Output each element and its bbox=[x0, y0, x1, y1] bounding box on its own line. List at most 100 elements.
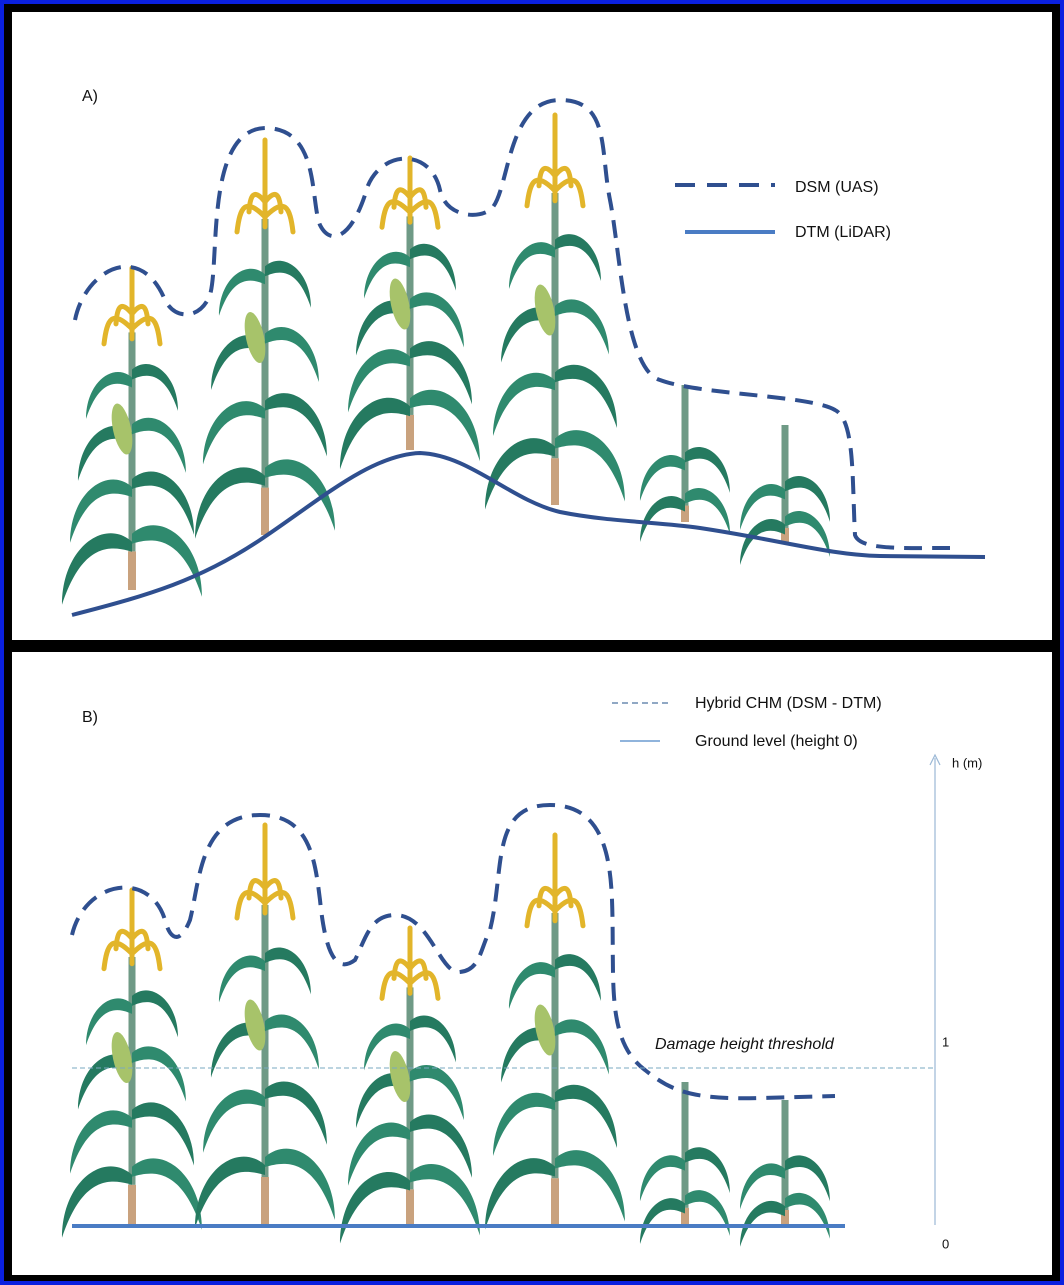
leaf bbox=[78, 425, 132, 481]
plants bbox=[62, 112, 830, 1247]
leaf bbox=[265, 459, 335, 531]
leaf bbox=[86, 998, 132, 1046]
stalk-base bbox=[128, 551, 136, 590]
leaf bbox=[740, 483, 785, 530]
stalk-base bbox=[261, 487, 269, 535]
leaf bbox=[211, 334, 265, 391]
leaf bbox=[555, 234, 601, 281]
legend-text: Ground level (height 0) bbox=[695, 733, 858, 750]
leaf bbox=[740, 1200, 785, 1247]
leaf bbox=[555, 430, 625, 502]
leaf bbox=[203, 401, 265, 465]
leaf bbox=[340, 397, 410, 470]
leaf bbox=[132, 525, 202, 597]
leaf bbox=[348, 349, 410, 413]
leaf bbox=[364, 251, 410, 299]
ear bbox=[111, 1031, 133, 1084]
legend-text: DSM (UAS) bbox=[795, 179, 879, 196]
dtm-line bbox=[71, 450, 986, 617]
ear bbox=[244, 999, 266, 1051]
legend-text: DTM (LiDAR) bbox=[795, 224, 891, 241]
leaf bbox=[410, 243, 456, 291]
stalk-base bbox=[681, 1207, 689, 1225]
leaf bbox=[265, 326, 319, 383]
panel-label: A) bbox=[82, 88, 98, 105]
leaf bbox=[62, 1166, 132, 1238]
leaf bbox=[485, 438, 555, 510]
leaf bbox=[785, 511, 830, 557]
stalk bbox=[681, 1082, 689, 1208]
leaf bbox=[785, 1192, 830, 1239]
leaf bbox=[740, 1163, 785, 1210]
tassel bbox=[101, 887, 163, 972]
leaf bbox=[132, 471, 194, 535]
stalk-base bbox=[261, 1177, 269, 1225]
panel-label: B) bbox=[82, 709, 98, 726]
leaf bbox=[70, 479, 132, 543]
panel-a bbox=[12, 12, 1052, 640]
leaf bbox=[501, 307, 555, 363]
leaf bbox=[410, 1114, 472, 1178]
leaf bbox=[203, 1089, 265, 1153]
tassel bbox=[234, 822, 296, 921]
ear bbox=[389, 278, 411, 330]
ear bbox=[534, 1004, 556, 1056]
leaf bbox=[740, 519, 785, 565]
leaf bbox=[265, 1014, 319, 1070]
stalk-base bbox=[681, 505, 689, 522]
leaf bbox=[265, 1148, 335, 1220]
leaf bbox=[265, 260, 311, 308]
leaf bbox=[132, 1102, 194, 1166]
leaf bbox=[364, 1023, 410, 1071]
leaf bbox=[340, 1172, 410, 1244]
leaf bbox=[348, 1122, 410, 1186]
stalk-base bbox=[551, 1178, 559, 1225]
leaf bbox=[485, 1158, 555, 1230]
leaf bbox=[265, 1081, 327, 1145]
leaf bbox=[640, 1198, 685, 1245]
leaf bbox=[509, 962, 555, 1009]
leaf bbox=[493, 1092, 555, 1156]
tassel bbox=[379, 925, 441, 1001]
leaf bbox=[265, 947, 311, 995]
leaf bbox=[493, 372, 555, 436]
ear bbox=[389, 1050, 411, 1103]
leaf bbox=[86, 371, 132, 419]
stalk-base bbox=[406, 414, 414, 450]
stalk-base bbox=[128, 1184, 136, 1225]
leaf bbox=[132, 1046, 186, 1102]
leaf bbox=[219, 955, 265, 1003]
leaf bbox=[640, 454, 685, 501]
leaf bbox=[410, 292, 464, 348]
threshold-label: Damage height threshold bbox=[655, 1036, 835, 1053]
leaf bbox=[640, 1155, 685, 1202]
stalk-base bbox=[781, 1210, 789, 1225]
stalk-base bbox=[551, 458, 559, 505]
stalk-base bbox=[781, 527, 789, 542]
leaf bbox=[555, 1019, 609, 1075]
leaf bbox=[640, 496, 685, 542]
tassel bbox=[524, 832, 586, 929]
leaf bbox=[195, 467, 265, 539]
leaf bbox=[356, 300, 410, 356]
leaf bbox=[685, 1190, 730, 1237]
leaf bbox=[555, 364, 617, 428]
leaf bbox=[70, 1110, 132, 1174]
leaf bbox=[410, 1064, 464, 1121]
leaf bbox=[62, 533, 132, 605]
leaf bbox=[785, 1155, 830, 1202]
leaf bbox=[555, 1150, 625, 1222]
leaf bbox=[785, 475, 830, 522]
tassel bbox=[379, 155, 441, 230]
leaf bbox=[195, 1156, 265, 1228]
stalk bbox=[681, 385, 689, 506]
leaf bbox=[410, 1164, 480, 1236]
leaf bbox=[501, 1027, 555, 1083]
leaf bbox=[132, 363, 178, 411]
leaf bbox=[211, 1022, 265, 1078]
stalk bbox=[781, 1100, 789, 1210]
tassel bbox=[101, 265, 163, 347]
h-axis-arrow bbox=[929, 753, 941, 766]
leaf bbox=[132, 1158, 202, 1230]
